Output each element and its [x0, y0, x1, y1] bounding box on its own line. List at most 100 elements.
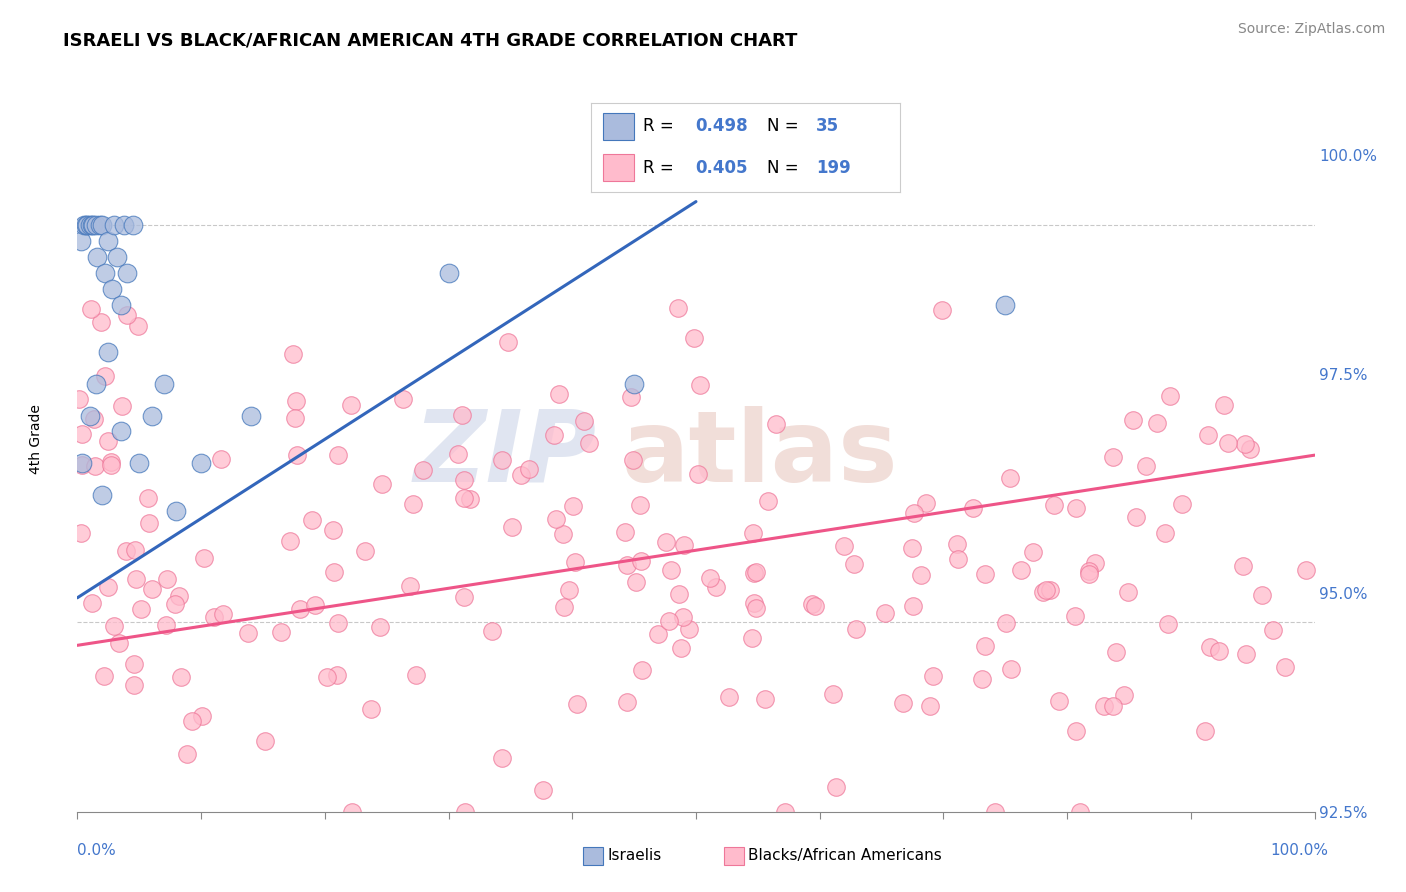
- Point: [79, 302, 101, 317]
- Point: [239, 409, 262, 423]
- Point: [84, 219, 107, 233]
- Point: [156, 572, 179, 586]
- Point: [931, 303, 953, 318]
- Point: [115, 266, 138, 280]
- Point: [450, 409, 472, 423]
- Point: [1101, 450, 1123, 464]
- Point: [801, 597, 824, 611]
- Point: [558, 583, 581, 598]
- Bar: [603, 154, 634, 181]
- Point: [1084, 556, 1107, 570]
- Point: [1116, 584, 1139, 599]
- Point: [1232, 558, 1254, 573]
- Text: 199: 199: [817, 159, 851, 177]
- Point: [111, 399, 134, 413]
- Point: [155, 618, 177, 632]
- Point: [910, 568, 932, 582]
- Point: [1208, 644, 1230, 658]
- Point: [672, 610, 695, 624]
- Point: [1135, 458, 1157, 473]
- Point: [190, 708, 212, 723]
- Point: [170, 669, 193, 683]
- Point: [89, 219, 111, 233]
- Point: [658, 615, 681, 629]
- Point: [1064, 723, 1087, 738]
- Point: [972, 672, 994, 686]
- Point: [82, 219, 104, 233]
- Point: [322, 565, 344, 579]
- Point: [176, 747, 198, 761]
- Text: Israelis: Israelis: [607, 848, 662, 863]
- Point: [368, 620, 391, 634]
- Point: [1104, 645, 1126, 659]
- Point: [901, 541, 924, 556]
- Point: [548, 386, 571, 401]
- Point: [842, 557, 865, 571]
- Point: [284, 411, 307, 425]
- Point: [391, 392, 413, 407]
- Text: ISRAELI VS BLACK/AFRICAN AMERICAN 4TH GRADE CORRELATION CHART: ISRAELI VS BLACK/AFRICAN AMERICAN 4TH GR…: [63, 31, 797, 49]
- Point: [100, 458, 122, 472]
- Point: [412, 463, 434, 477]
- Point: [578, 435, 600, 450]
- Point: [70, 525, 93, 540]
- Point: [1094, 698, 1116, 713]
- Point: [127, 318, 149, 333]
- Point: [903, 506, 925, 520]
- Point: [209, 451, 232, 466]
- Point: [342, 805, 364, 819]
- Point: [70, 458, 93, 472]
- Point: [115, 308, 138, 322]
- Point: [754, 691, 776, 706]
- Point: [447, 447, 470, 461]
- Text: atlas: atlas: [621, 406, 898, 503]
- Point: [270, 624, 292, 639]
- Point: [621, 453, 644, 467]
- Point: [553, 599, 575, 614]
- Point: [122, 678, 145, 692]
- Point: [624, 575, 647, 590]
- Point: [458, 492, 481, 507]
- Point: [517, 462, 540, 476]
- Point: [1154, 525, 1177, 540]
- Point: [481, 624, 503, 639]
- Point: [765, 417, 787, 432]
- Text: 0.405: 0.405: [696, 159, 748, 177]
- Point: [97, 580, 120, 594]
- Point: [202, 609, 225, 624]
- Point: [90, 315, 112, 329]
- Point: [141, 409, 163, 423]
- Point: [491, 750, 513, 764]
- Point: [668, 587, 690, 601]
- Point: [613, 524, 636, 539]
- Point: [354, 543, 377, 558]
- Point: [1197, 427, 1219, 442]
- Point: [304, 598, 326, 612]
- Point: [565, 698, 588, 712]
- Point: [973, 639, 995, 653]
- Point: [100, 455, 122, 469]
- Point: [984, 805, 1007, 819]
- Point: [903, 599, 925, 614]
- Point: [91, 488, 114, 502]
- Point: [453, 590, 475, 604]
- Point: [165, 503, 187, 517]
- Point: [1212, 398, 1234, 412]
- Point: [236, 626, 259, 640]
- Point: [1077, 567, 1099, 582]
- Point: [72, 219, 94, 233]
- Point: [76, 219, 98, 233]
- Point: [283, 347, 305, 361]
- Point: [699, 571, 721, 585]
- Point: [91, 219, 114, 233]
- Point: [688, 467, 710, 481]
- Point: [1043, 498, 1066, 512]
- Point: [1171, 496, 1194, 510]
- Point: [79, 409, 101, 423]
- Text: 100.0%: 100.0%: [1271, 843, 1329, 858]
- Point: [718, 690, 741, 704]
- Point: [1000, 471, 1022, 485]
- Point: [138, 516, 160, 530]
- Point: [129, 602, 152, 616]
- Point: [67, 392, 90, 407]
